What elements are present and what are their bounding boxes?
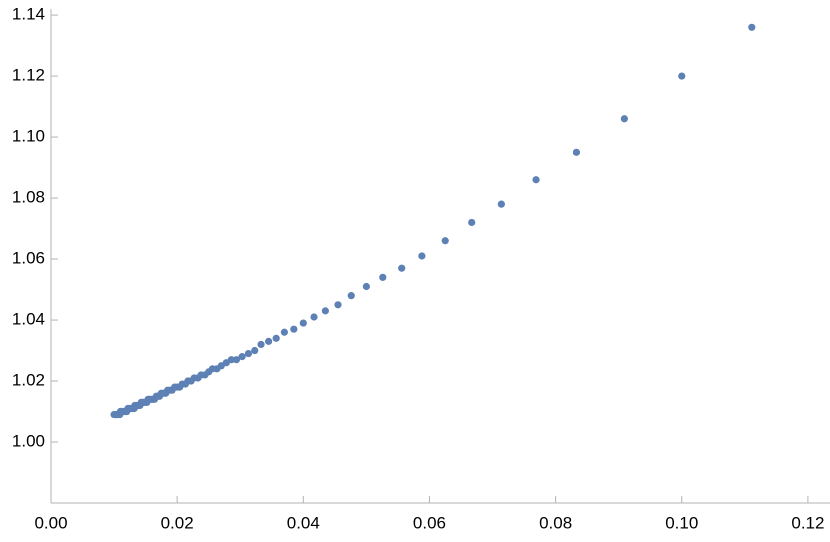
point	[572, 148, 581, 156]
point	[265, 337, 273, 345]
y-tick-label: 1.10	[12, 127, 45, 146]
point	[290, 325, 298, 333]
y-tick-label: 1.00	[12, 431, 45, 450]
x-tick-label: 0.08	[539, 513, 572, 532]
y-tick-label: 1.12	[12, 66, 45, 85]
x-tick-label: 0.12	[791, 513, 824, 532]
point	[310, 313, 318, 321]
point	[347, 292, 355, 300]
point	[532, 176, 540, 184]
point	[257, 340, 265, 349]
point	[398, 264, 406, 272]
point	[748, 23, 756, 31]
y-tick-label: 1.08	[12, 188, 45, 207]
y-tick-label: 1.06	[12, 249, 45, 268]
point	[232, 356, 241, 364]
point	[497, 200, 505, 208]
y-tick-label: 1.02	[12, 371, 45, 390]
point	[468, 218, 476, 227]
point	[238, 353, 246, 361]
point	[441, 237, 449, 245]
point	[379, 273, 387, 281]
x-tick-label: 0.10	[665, 513, 698, 532]
x-tick-label: 0.06	[413, 513, 446, 532]
x-tick-label: 0.04	[287, 513, 320, 532]
point	[272, 334, 280, 342]
point	[418, 252, 426, 260]
point	[321, 307, 329, 315]
point	[334, 301, 342, 309]
point	[678, 72, 686, 80]
x-tick-label: 0.00	[34, 513, 67, 532]
point	[280, 328, 288, 336]
x-tick-label: 0.02	[161, 513, 194, 532]
point	[620, 115, 628, 123]
y-tick-label: 1.04	[12, 310, 45, 329]
point	[299, 319, 307, 327]
point	[110, 410, 118, 419]
point	[244, 349, 253, 358]
point	[251, 346, 259, 355]
y-tick-label: 1.14	[12, 5, 45, 24]
point	[362, 282, 370, 291]
